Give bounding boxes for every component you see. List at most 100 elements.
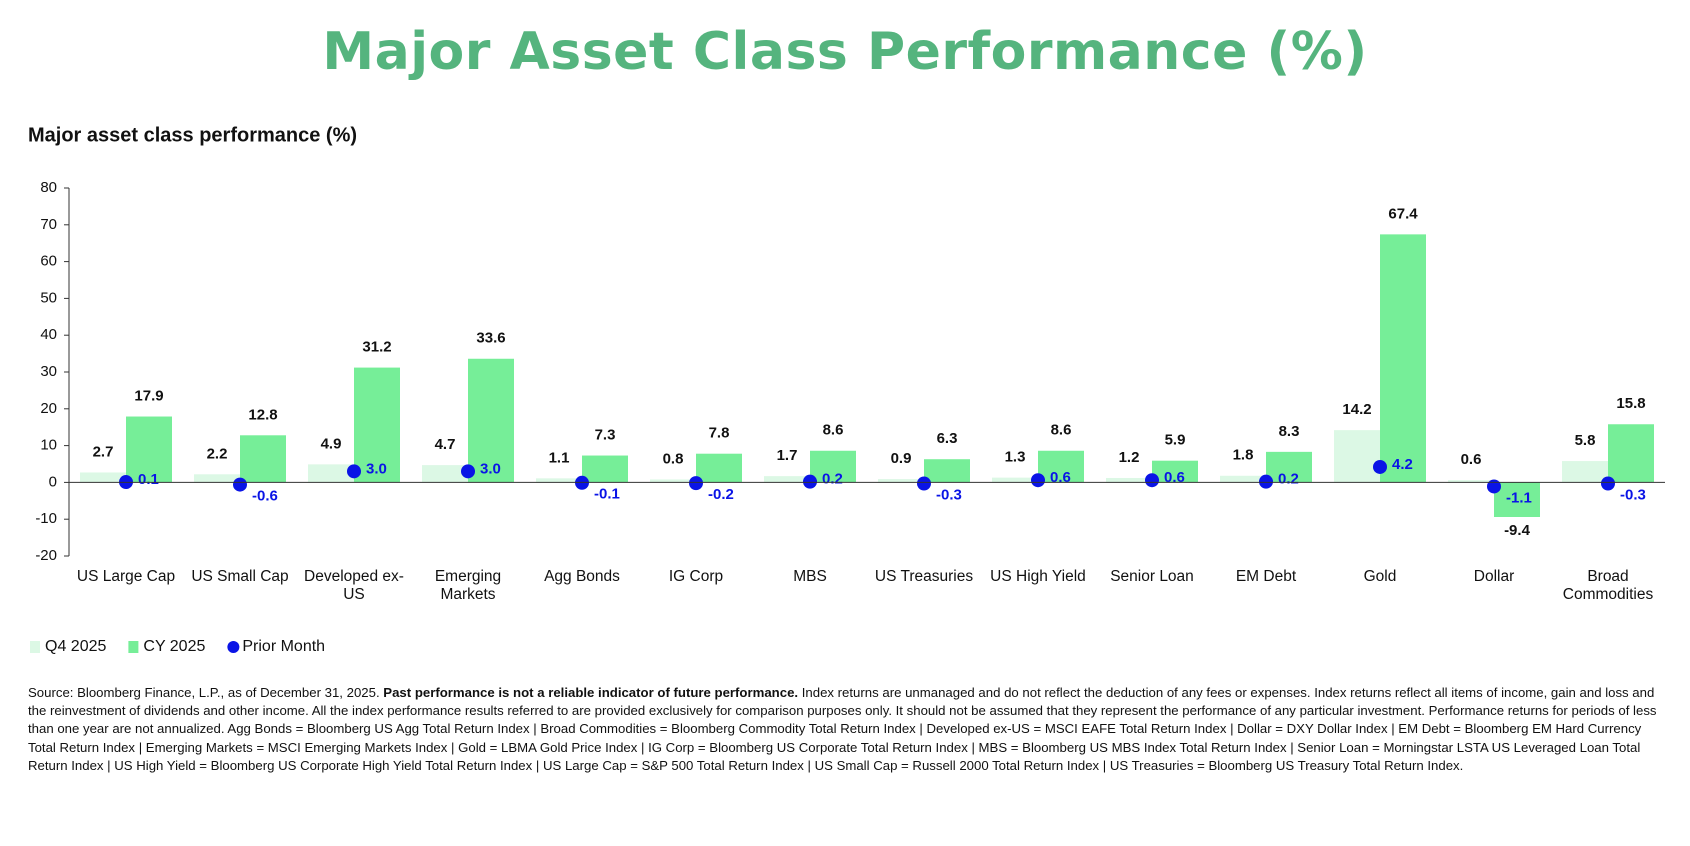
dot xyxy=(461,464,475,479)
page-title: Major Asset Class Performance (%) xyxy=(322,22,1368,82)
legend-label: CY 2025 xyxy=(143,638,205,655)
value-label: 12.8 xyxy=(248,406,277,423)
y-tick-label: 50 xyxy=(40,289,57,306)
bar xyxy=(1608,424,1654,483)
bar xyxy=(354,367,400,483)
bar xyxy=(1494,482,1540,517)
bar xyxy=(1562,461,1608,483)
source-rest: Index returns are unmanaged and do not r… xyxy=(28,685,1657,773)
value-label: 0.2 xyxy=(822,471,843,488)
value-label: 0.9 xyxy=(891,450,912,467)
y-tick-label: 80 xyxy=(40,179,57,196)
bar xyxy=(194,474,240,483)
x-tick-label: US Small Cap xyxy=(191,568,289,585)
value-label: 4.9 xyxy=(321,435,342,452)
dot xyxy=(689,476,703,491)
value-label: 1.1 xyxy=(549,449,570,466)
x-tick-label: US Large Cap xyxy=(76,568,176,585)
value-label: -0.2 xyxy=(708,486,734,503)
x-tick-label: Agg Bonds xyxy=(544,568,620,585)
value-label: -0.6 xyxy=(252,488,278,505)
bar xyxy=(1380,234,1426,483)
value-label: 8.6 xyxy=(823,422,844,439)
value-label: 7.8 xyxy=(709,425,730,442)
dot xyxy=(1259,474,1273,489)
legend-label: Prior Month xyxy=(242,638,325,655)
bar xyxy=(878,479,924,483)
value-label: 0.6 xyxy=(1164,469,1185,486)
value-label: 5.9 xyxy=(1165,432,1186,449)
y-tick-label: 40 xyxy=(40,326,57,343)
dot xyxy=(803,474,817,489)
y-tick-label: 10 xyxy=(40,437,57,454)
value-label: -0.3 xyxy=(1620,486,1646,503)
value-label: 1.2 xyxy=(1119,449,1140,466)
dot xyxy=(1373,459,1387,474)
bar xyxy=(1152,460,1198,483)
bar xyxy=(992,477,1038,483)
x-tick-label: MBS xyxy=(793,568,827,585)
value-label: 8.6 xyxy=(1051,422,1072,439)
bar xyxy=(422,465,468,483)
value-label: 15.8 xyxy=(1616,395,1645,412)
y-tick-label: 60 xyxy=(40,253,57,270)
x-tick-label: US High Yield xyxy=(990,568,1086,585)
value-label: -0.3 xyxy=(936,486,962,503)
x-tick-label: Broad Commodities xyxy=(1562,568,1654,603)
value-label: 4.2 xyxy=(1392,456,1413,473)
dot xyxy=(917,476,931,491)
bar xyxy=(696,453,742,483)
x-tick-label: US Treasuries xyxy=(874,568,974,585)
legend-swatch xyxy=(30,641,40,653)
source-bold: Past performance is not a reliable indic… xyxy=(383,685,799,700)
y-tick-label: 0 xyxy=(49,473,57,490)
x-tick-label: Dollar xyxy=(1473,568,1515,585)
x-tick-label: Developed ex-US xyxy=(304,568,404,603)
x-tick-label: Senior Loan xyxy=(1110,568,1194,585)
legend-swatch xyxy=(227,641,240,653)
bar xyxy=(1220,475,1266,483)
value-label: -1.1 xyxy=(1506,489,1532,506)
dot xyxy=(1031,473,1045,488)
dot xyxy=(1145,473,1159,488)
value-label: 0.1 xyxy=(138,471,159,488)
value-label: -9.4 xyxy=(1504,522,1531,539)
y-tick-label: 20 xyxy=(40,400,57,417)
value-label: 0.8 xyxy=(663,450,684,467)
value-label: 67.4 xyxy=(1388,205,1418,222)
bar xyxy=(1448,480,1494,483)
chart: Major asset class performance (%) -20 -10… xyxy=(28,124,1665,655)
value-label: 6.3 xyxy=(937,430,958,447)
value-label: 0.6 xyxy=(1050,469,1071,486)
bar xyxy=(468,358,514,483)
value-label: 17.9 xyxy=(134,387,163,404)
legend-swatch xyxy=(128,641,139,653)
value-label: 8.3 xyxy=(1279,423,1300,440)
bar xyxy=(1266,451,1312,483)
bar xyxy=(126,416,172,483)
bar xyxy=(80,472,126,483)
y-tick-label: 30 xyxy=(40,363,57,380)
y-tick-label: -10 xyxy=(35,510,57,527)
value-label: 2.2 xyxy=(207,445,228,462)
y-tick-label: 70 xyxy=(40,216,57,233)
dot xyxy=(1487,479,1501,494)
bar xyxy=(582,455,628,483)
bar xyxy=(536,478,582,483)
bar xyxy=(1334,430,1380,483)
value-label: 1.7 xyxy=(777,447,798,464)
value-label: 4.7 xyxy=(435,436,456,453)
legend-label: Q4 2025 xyxy=(45,638,106,655)
bar xyxy=(764,476,810,483)
value-label: 7.3 xyxy=(595,427,616,444)
value-label: 3.0 xyxy=(366,460,387,477)
value-label: 0.6 xyxy=(1461,451,1482,468)
y-tick-label: -20 xyxy=(35,547,57,564)
x-tick-label: EM Debt xyxy=(1235,568,1297,585)
source-prefix: Source: Bloomberg Finance, L.P., as of D… xyxy=(28,685,384,700)
bar xyxy=(240,435,286,483)
value-label: 14.2 xyxy=(1342,401,1371,418)
value-label: 3.0 xyxy=(480,460,501,477)
x-tick-label: Gold xyxy=(1363,568,1397,585)
